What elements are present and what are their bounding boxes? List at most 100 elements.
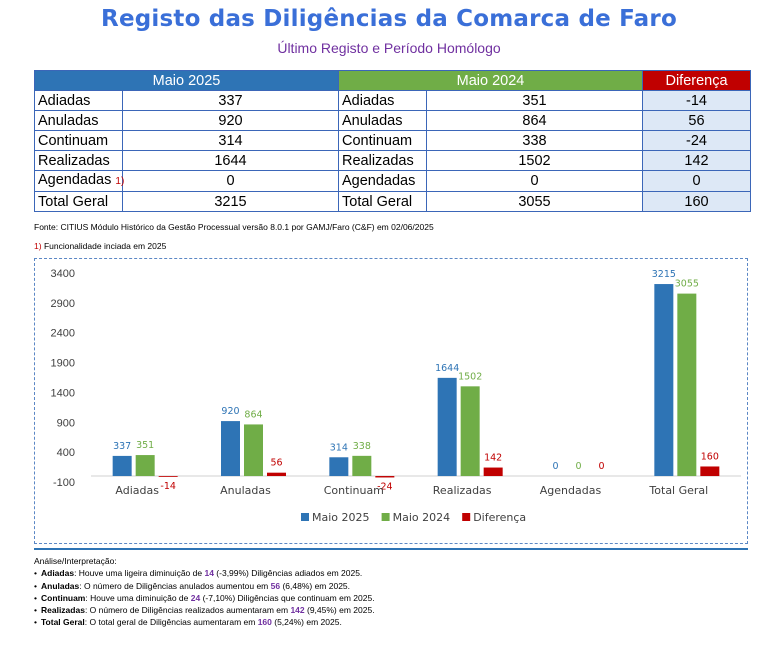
legend-label: Diferença — [473, 511, 526, 524]
x-tick-label: Realizadas — [433, 484, 492, 497]
data-label: 3055 — [675, 279, 699, 290]
bar — [437, 377, 457, 477]
value-2024: 351 — [426, 90, 643, 111]
data-label: 1644 — [435, 363, 459, 374]
row-label-2024: Total Geral — [338, 191, 427, 212]
row-label-2025: Anuladas — [34, 110, 123, 131]
x-tick-label: Total Geral — [648, 484, 708, 497]
row-label-2024-text: Total Geral — [342, 193, 413, 210]
analysis-item: Adiadas: Houve uma ligeira diminuição de… — [34, 567, 375, 579]
data-label: 314 — [330, 442, 348, 453]
y-tick-label: 1400 — [51, 387, 75, 399]
value-diferenca: 56 — [642, 110, 751, 131]
header-diferenca: Diferença — [642, 70, 751, 91]
row-label-2024: Agendadas — [338, 170, 427, 192]
bar — [460, 386, 480, 477]
data-label: 920 — [221, 406, 239, 417]
y-tick-label: 400 — [57, 447, 75, 459]
value-2024-text: 0 — [530, 173, 539, 189]
table-row: Total Geral 3215 Total Geral 3055 160 — [34, 191, 751, 212]
data-label: 0 — [552, 461, 558, 472]
value-diferenca-text: 0 — [692, 173, 701, 189]
x-tick-label: Anuladas — [220, 484, 271, 497]
x-tick-label: Continuam — [324, 484, 384, 497]
value-diferenca-text: -14 — [686, 92, 707, 109]
value-diferenca: 142 — [642, 150, 751, 171]
value-2024-text: 338 — [522, 132, 547, 149]
analysis-section: Análise/Interpretação: Adiadas: Houve um… — [34, 555, 375, 629]
analysis-item-number: 14 — [204, 568, 214, 579]
bar — [112, 455, 132, 477]
y-tick-label: 3400 — [51, 268, 75, 280]
bar — [375, 476, 395, 478]
analysis-item: Continuam: Houve uma diminuição de 24 (-… — [34, 592, 375, 604]
data-label: 0 — [598, 461, 604, 472]
x-tick-label: Agendadas — [540, 484, 602, 497]
row-label-2024-text: Agendadas — [342, 173, 416, 189]
header-maio-2024: Maio 2024 — [338, 70, 643, 91]
value-2025-text: 3215 — [214, 193, 247, 210]
analysis-item-text: : Houve uma ligeira diminuição de — [74, 568, 205, 579]
analysis-item-number: 160 — [257, 617, 272, 628]
footnote-text: Funcionalidade inciada em 2025 — [43, 241, 167, 251]
data-label: 160 — [701, 451, 719, 462]
analysis-item-number: 142 — [290, 605, 305, 616]
table-row: Anuladas 920 Anuladas 864 56 — [34, 110, 751, 131]
analysis-item-text: (-3,99%) Diligências adiados em 2025. — [213, 568, 363, 579]
y-tick-label: 1900 — [51, 358, 75, 370]
row-label-2025-text: Agendadas — [38, 172, 112, 188]
value-diferenca: 0 — [642, 170, 751, 192]
analysis-list: Adiadas: Houve uma ligeira diminuição de… — [34, 567, 375, 628]
footnote-marker: 1) — [115, 176, 125, 187]
row-label-2024-text: Anuladas — [342, 112, 403, 129]
legend-swatch — [301, 513, 309, 521]
value-2024-text: 3055 — [518, 193, 551, 210]
value-2025-text: 920 — [218, 112, 243, 129]
page-subtitle: Último Registo e Período Homólogo — [277, 40, 501, 56]
row-label-2024: Continuam — [338, 130, 427, 151]
analysis-item: Realizadas: O número de Diligências real… — [34, 604, 375, 616]
analysis-item-text: (6,48%) em 2025. — [280, 580, 351, 591]
value-2025-text: 0 — [226, 173, 235, 189]
bar — [158, 476, 178, 477]
bar — [267, 472, 286, 477]
bar — [244, 424, 263, 477]
analysis-item-text: : O total geral de Diligências aumentara… — [84, 617, 258, 628]
data-label: 1502 — [458, 371, 482, 382]
analysis-item-text: (-7,10%) Diligências que continuam em 20… — [200, 592, 375, 603]
table-row: Realizadas 1644 Realizadas 1502 142 — [34, 150, 751, 171]
chart-container: 3400 2900 2400 1900 1400 900 400 -100 337 351 -14 A… — [34, 258, 748, 544]
analysis-item-label: Total Geral — [40, 617, 85, 628]
value-2024: 1502 — [426, 150, 643, 171]
value-2025: 0 — [122, 170, 339, 192]
value-2025: 314 — [122, 130, 339, 151]
analysis-item-text: : Houve uma diminuição de — [85, 592, 191, 603]
row-label-2025: Realizadas — [34, 150, 123, 171]
legend-label: Maio 2025 — [312, 511, 370, 524]
value-diferenca: 160 — [642, 191, 751, 212]
row-label-2025-text: Adiadas — [38, 92, 91, 109]
row-label-2024: Anuladas — [338, 110, 427, 131]
divider — [34, 548, 748, 550]
row-label-2024: Adiadas — [338, 90, 427, 111]
header-maio-2025: Maio 2025 — [34, 70, 339, 91]
analysis-title: Análise/Interpretação: — [34, 556, 117, 566]
bar — [483, 467, 503, 477]
row-label-2024-text: Continuam — [342, 132, 413, 149]
analysis-item-number: 56 — [270, 580, 281, 591]
data-label: 56 — [270, 458, 282, 469]
y-tick-label: -100 — [53, 477, 75, 489]
source-note: Fonte: CITIUS Módulo Histórico da Gestão… — [34, 222, 434, 232]
analysis-item-label: Realizadas — [40, 605, 85, 616]
row-label-2025-text: Realizadas — [38, 152, 110, 169]
value-2024-text: 1502 — [518, 152, 551, 169]
data-label: -14 — [160, 481, 176, 492]
value-2025: 1644 — [122, 150, 339, 171]
legend-swatch — [462, 513, 471, 521]
value-2024-text: 351 — [522, 92, 547, 109]
row-label-2024: Realizadas — [338, 150, 427, 171]
analysis-item-text: (5,24%) em 2025. — [271, 617, 342, 628]
row-label-2025-text: Continuam — [38, 132, 109, 149]
bar — [352, 455, 372, 477]
